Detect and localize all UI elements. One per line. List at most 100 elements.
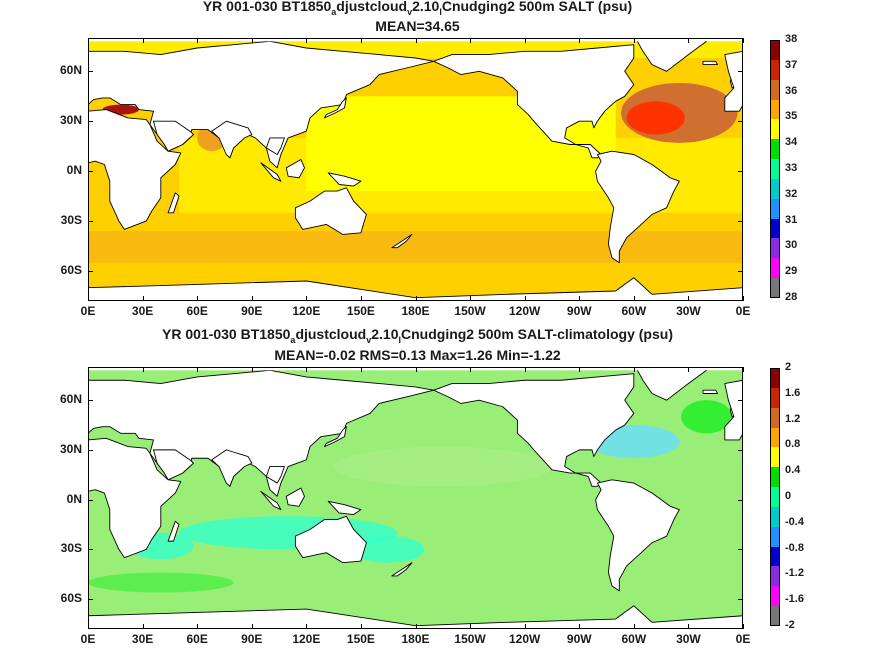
y-tick-mark (88, 271, 93, 273)
landmass-arabia (153, 120, 194, 152)
colorbar-segment (770, 198, 780, 220)
colorbar-frame (770, 368, 780, 626)
landmass-europe_w (724, 50, 743, 112)
colorbar-segment (770, 506, 780, 528)
colorbar-label: -1.2 (785, 567, 804, 580)
landmass-india (211, 449, 253, 487)
landmass-iceland (702, 60, 718, 66)
colorbar-segment (770, 99, 780, 120)
y-tick-mark (88, 121, 93, 123)
x-tick-mark (142, 296, 144, 301)
landmass-sumatra (260, 490, 282, 511)
x-tick-mark (579, 38, 581, 43)
x-tick-label: 0E (80, 632, 96, 646)
colorbar-label: 38 (785, 33, 798, 45)
x-tick-mark (142, 624, 144, 629)
y-tick-mark (738, 121, 743, 123)
x-tick-label: 30E (131, 632, 154, 646)
x-tick-label: 180E (401, 304, 430, 318)
landmass-samerica (595, 150, 680, 264)
top-title-line2: MEAN=34.65 (375, 18, 460, 34)
landmass-africa (88, 109, 182, 230)
x-tick-mark (306, 624, 308, 629)
x-tick-mark (415, 367, 417, 372)
bottom-map-frame (88, 367, 743, 629)
x-tick-label: 30W (676, 304, 701, 318)
colorbar-segment (770, 487, 780, 508)
bottom-title-line1: YR 001-030 BT1850adjustcloudv2.10lCnudgi… (162, 326, 673, 345)
landmass-australia (294, 515, 367, 564)
x-tick-mark (197, 38, 199, 43)
colorbar-label: 35 (785, 110, 798, 123)
x-tick-mark (579, 367, 581, 372)
y-tick-mark (88, 171, 93, 173)
x-tick-mark (88, 624, 89, 629)
bottom-anomaly-map (88, 367, 743, 629)
landmass-europe_w (724, 379, 743, 441)
x-tick-mark (415, 296, 417, 301)
landmass-madagascar (167, 192, 180, 214)
x-tick-mark (360, 367, 362, 372)
x-tick-label: 150W (454, 632, 486, 646)
landmass-japan (324, 97, 347, 119)
x-tick-mark (251, 38, 253, 43)
colorbar-frame (770, 40, 780, 298)
pacific-band (333, 446, 552, 487)
x-tick-label: 60W (621, 632, 647, 646)
x-tick-mark (743, 624, 744, 629)
x-tick-mark (251, 367, 253, 372)
y-tick-mark (88, 549, 93, 551)
colorbar-segment (770, 79, 780, 101)
x-tick-mark (88, 38, 89, 43)
colorbar-segment (770, 159, 780, 180)
y-tick-label: 60N (59, 392, 82, 407)
landmass-africa (88, 437, 182, 559)
x-tick-label: 60W (621, 304, 647, 318)
x-tick-mark (197, 296, 199, 301)
y-tick-label: 60N (59, 63, 82, 78)
x-tick-mark (688, 367, 690, 372)
x-tick-mark (743, 296, 744, 301)
x-tick-mark (524, 367, 526, 372)
colorbar-label: 32 (785, 187, 798, 200)
colorbar-label: 28 (785, 291, 798, 303)
y-tick-mark (88, 71, 93, 73)
x-tick-label: 0E (80, 304, 96, 318)
x-tick-label: 30E (131, 304, 154, 318)
colorbar-segment (770, 59, 780, 81)
colorbar-segment (770, 119, 780, 140)
landmass-antarctica (88, 277, 743, 301)
x-tick-mark (360, 624, 362, 629)
x-tick-label: 0E (735, 632, 751, 646)
y-tick-label: 30N (59, 441, 82, 456)
colorbar-segment (770, 139, 780, 160)
top-map-frame (88, 38, 743, 301)
x-tick-mark (579, 624, 581, 629)
landmass-australia (294, 187, 367, 235)
landmass-antarctica (88, 605, 743, 629)
y-tick-mark (88, 400, 93, 402)
x-tick-mark (415, 38, 417, 43)
x-tick-label: 120E (292, 632, 321, 646)
x-tick-mark (142, 38, 144, 43)
x-tick-mark (633, 367, 635, 372)
landmass-nz (391, 562, 413, 577)
x-tick-label: 120E (292, 304, 321, 318)
y-tick-label: 30S (60, 213, 82, 228)
x-tick-mark (470, 624, 472, 629)
colorbar-segment (770, 387, 780, 409)
x-tick-mark (524, 624, 526, 629)
landmass-nz (391, 233, 413, 249)
x-tick-mark (470, 296, 472, 301)
landmass-india (211, 120, 253, 159)
y-tick-mark (738, 400, 743, 402)
colorbar-label: 0 (785, 490, 792, 502)
x-tick-mark (306, 38, 308, 43)
colorbar-segment (770, 586, 780, 607)
north-atlantic-core (626, 101, 685, 135)
colorbar-segment (770, 40, 780, 61)
y-tick-label: 0N (66, 163, 82, 178)
x-tick-mark (470, 367, 472, 372)
landmass-newguinea (327, 172, 362, 187)
colorbar-segment (770, 278, 780, 299)
